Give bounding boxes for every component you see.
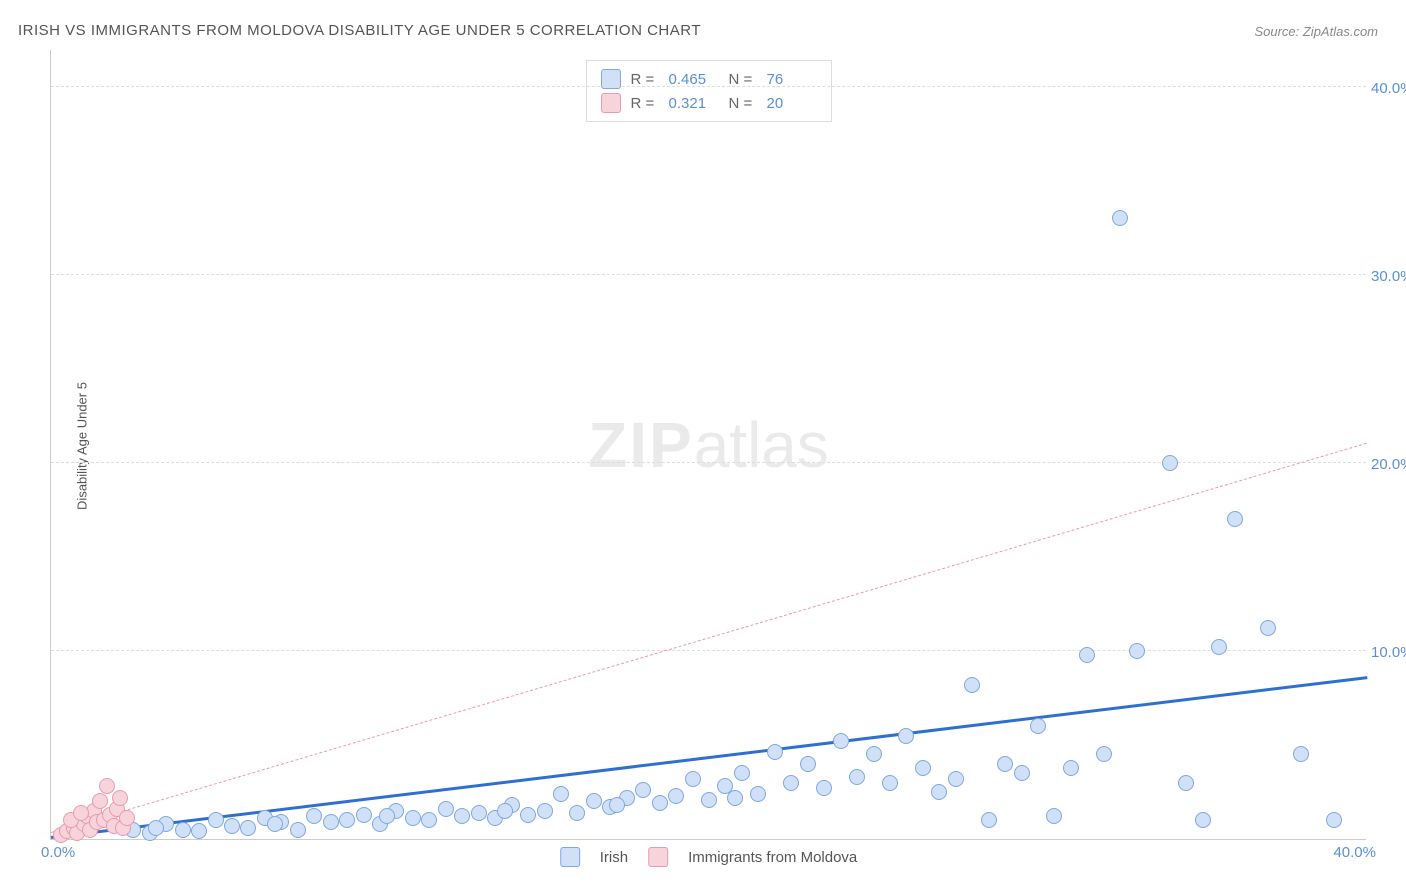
scatter-point — [497, 803, 513, 819]
chart-title: IRISH VS IMMIGRANTS FROM MOLDOVA DISABIL… — [18, 22, 701, 39]
trendline — [51, 676, 1367, 839]
trendline — [51, 443, 1367, 833]
stat-n-label: N = — [729, 95, 757, 112]
scatter-point — [1129, 643, 1145, 659]
scatter-point — [866, 746, 882, 762]
scatter-point — [454, 808, 470, 824]
scatter-point — [1293, 746, 1309, 762]
plot-area: ZIPatlas 0.0% 40.0% R = 0.465 N = 76 R =… — [50, 50, 1366, 840]
scatter-point — [767, 744, 783, 760]
scatter-point — [405, 810, 421, 826]
scatter-point — [438, 801, 454, 817]
scatter-point — [208, 812, 224, 828]
y-tick-label: 20.0% — [1371, 456, 1406, 473]
stat-r-label: R = — [631, 95, 659, 112]
scatter-point — [306, 808, 322, 824]
stats-row-irish: R = 0.465 N = 76 — [601, 67, 817, 91]
x-origin-tick: 0.0% — [41, 844, 75, 861]
x-max-tick: 40.0% — [1333, 844, 1376, 861]
legend-label-irish: Irish — [600, 849, 628, 866]
scatter-point — [112, 790, 128, 806]
scatter-point — [586, 793, 602, 809]
legend-swatch-irish — [560, 847, 580, 867]
scatter-point — [915, 760, 931, 776]
stats-legend-box: R = 0.465 N = 76 R = 0.321 N = 20 — [586, 60, 832, 122]
scatter-point — [609, 797, 625, 813]
scatter-point — [569, 805, 585, 821]
scatter-point — [1211, 639, 1227, 655]
stat-n-value-moldova: 20 — [767, 95, 817, 112]
scatter-point — [652, 795, 668, 811]
scatter-point — [849, 769, 865, 785]
y-tick-label: 40.0% — [1371, 80, 1406, 97]
scatter-point — [997, 756, 1013, 772]
scatter-point — [701, 792, 717, 808]
scatter-point — [1227, 511, 1243, 527]
scatter-point — [1079, 647, 1095, 663]
scatter-point — [734, 765, 750, 781]
scatter-point — [635, 782, 651, 798]
scatter-point — [520, 807, 536, 823]
scatter-point — [379, 808, 395, 824]
scatter-point — [323, 814, 339, 830]
scatter-point — [833, 733, 849, 749]
scatter-point — [727, 790, 743, 806]
scatter-point — [119, 810, 135, 826]
watermark-light: atlas — [694, 409, 829, 481]
watermark: ZIPatlas — [588, 408, 829, 482]
scatter-point — [339, 812, 355, 828]
scatter-point — [1112, 210, 1128, 226]
stats-row-moldova: R = 0.321 N = 20 — [601, 91, 817, 115]
scatter-point — [267, 816, 283, 832]
scatter-point — [750, 786, 766, 802]
scatter-point — [421, 812, 437, 828]
scatter-point — [1063, 760, 1079, 776]
scatter-point — [290, 822, 306, 838]
legend-label-moldova: Immigrants from Moldova — [688, 849, 857, 866]
scatter-point — [537, 803, 553, 819]
scatter-point — [964, 677, 980, 693]
scatter-point — [191, 823, 207, 839]
chart-container: IRISH VS IMMIGRANTS FROM MOLDOVA DISABIL… — [0, 0, 1406, 892]
stat-r-value-moldova: 0.321 — [669, 95, 719, 112]
scatter-point — [356, 807, 372, 823]
scatter-point — [224, 818, 240, 834]
watermark-bold: ZIP — [588, 409, 694, 481]
gridline — [51, 274, 1366, 275]
scatter-point — [1195, 812, 1211, 828]
scatter-point — [1162, 455, 1178, 471]
y-tick-label: 10.0% — [1371, 644, 1406, 661]
source-label: Source: ZipAtlas.com — [1254, 24, 1378, 39]
scatter-point — [240, 820, 256, 836]
scatter-point — [948, 771, 964, 787]
scatter-point — [882, 775, 898, 791]
scatter-point — [1014, 765, 1030, 781]
scatter-point — [553, 786, 569, 802]
scatter-point — [783, 775, 799, 791]
scatter-point — [175, 822, 191, 838]
scatter-point — [816, 780, 832, 796]
scatter-point — [668, 788, 684, 804]
scatter-point — [99, 778, 115, 794]
scatter-point — [1326, 812, 1342, 828]
scatter-point — [1046, 808, 1062, 824]
bottom-legend: Irish Immigrants from Moldova — [560, 847, 858, 867]
scatter-point — [685, 771, 701, 787]
scatter-point — [981, 812, 997, 828]
scatter-point — [1030, 718, 1046, 734]
scatter-point — [1260, 620, 1276, 636]
scatter-point — [1096, 746, 1112, 762]
gridline — [51, 650, 1366, 651]
scatter-point — [1178, 775, 1194, 791]
scatter-point — [898, 728, 914, 744]
scatter-point — [471, 805, 487, 821]
scatter-point — [148, 820, 164, 836]
swatch-moldova — [601, 93, 621, 113]
scatter-point — [800, 756, 816, 772]
y-tick-label: 30.0% — [1371, 268, 1406, 285]
legend-swatch-moldova — [648, 847, 668, 867]
scatter-point — [73, 805, 89, 821]
gridline — [51, 86, 1366, 87]
scatter-point — [931, 784, 947, 800]
